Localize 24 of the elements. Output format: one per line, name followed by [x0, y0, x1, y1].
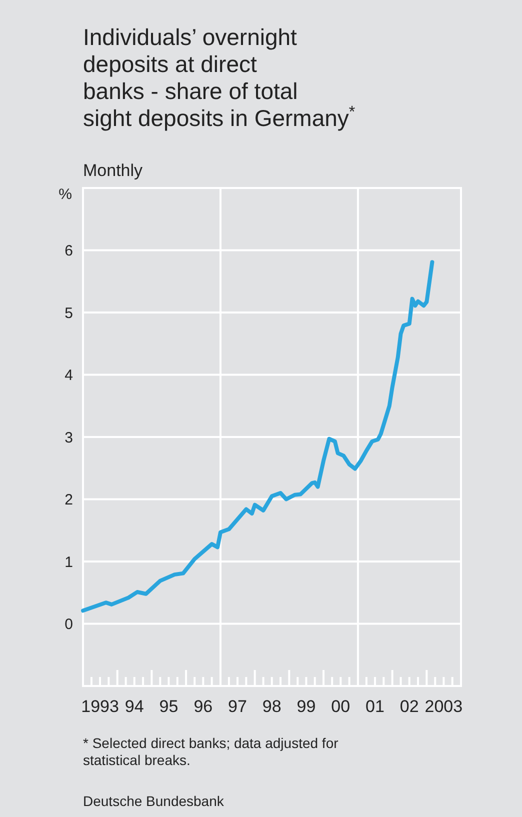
chart-subtitle: Monthly — [83, 161, 144, 180]
x-tick-label: 94 — [124, 697, 144, 716]
x-tick-label: 99 — [296, 697, 316, 716]
x-tick-label: 2003 — [424, 697, 463, 716]
x-tick-label: 00 — [331, 697, 350, 716]
x-tick-label: 01 — [366, 697, 384, 716]
x-tick-label: 95 — [159, 697, 178, 716]
x-tick-label: 1993 — [81, 697, 119, 716]
y-axis-title: % — [58, 186, 72, 203]
text: Deutsche Bundesbank — [83, 793, 225, 809]
chart-title: Individuals’ overnight deposits at direct banks - share of total sight deposits in Germany$^{*}$ — [83, 24, 356, 131]
line-series — [81, 260, 434, 613]
y-tick-label: 1 — [64, 554, 73, 571]
y-tick-label: 0 — [64, 616, 73, 633]
y-tick-label: 6 — [64, 242, 73, 260]
x-tick-label: 97 — [228, 697, 247, 716]
x-tick-label: 02 — [400, 697, 419, 716]
y-tick-label: 3 — [64, 429, 73, 446]
y-tick-label: 2 — [64, 492, 73, 508]
text: * Selected direct banks; data adjusted for statistical breaks. — [83, 735, 339, 768]
x-tick-label: 98 — [262, 697, 282, 716]
y-tick-label: 4 — [64, 367, 73, 384]
x-tick-label: 96 — [194, 697, 213, 716]
y-tick-label: 5 — [64, 304, 73, 322]
